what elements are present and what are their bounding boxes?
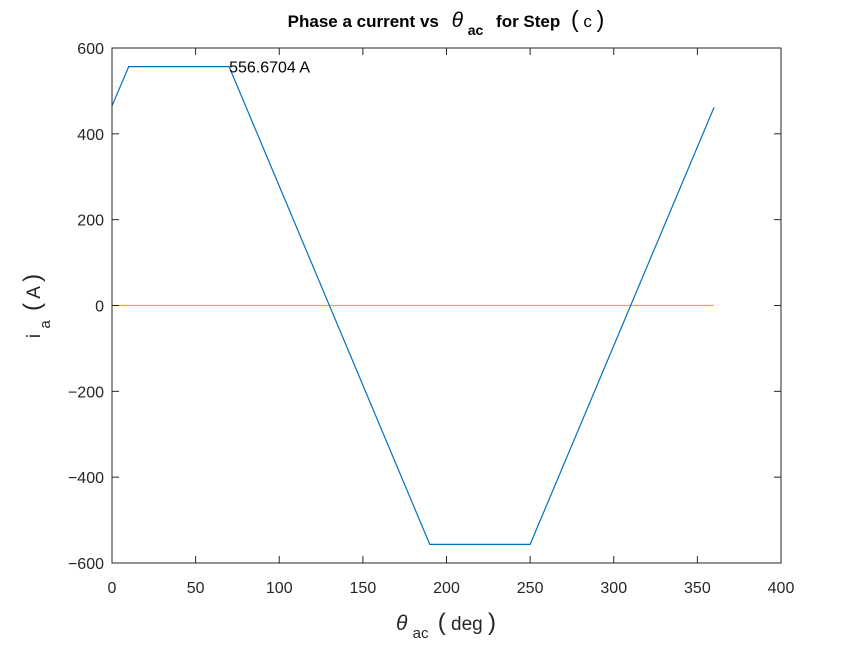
ylabel-paren-close: ) xyxy=(19,274,46,282)
title-theta: θ xyxy=(452,9,464,32)
x-axis-label: θ ac ( deg ) xyxy=(396,609,496,643)
title-paren-text: c xyxy=(583,12,592,31)
title-subscript: ac xyxy=(468,22,484,38)
series-line-0 xyxy=(111,65,715,546)
title-prefix: Phase a current vs xyxy=(288,12,439,31)
xlabel-unit: deg xyxy=(451,614,483,635)
y-tick-label-0: 600 xyxy=(77,41,104,58)
tick-layer: 0 50 100 150 200 250 300 350 400 600 400 200 0 −200 −4… xyxy=(68,41,794,597)
x-tick-label-1: 50 xyxy=(187,580,205,597)
annotation-0: 556.6704 A xyxy=(229,60,310,77)
xlabel-paren-close: ) xyxy=(488,609,496,636)
x-tick-label-5: 250 xyxy=(517,580,544,597)
y-tick-label-5: −400 xyxy=(68,470,104,487)
x-tick-label-7: 350 xyxy=(684,580,711,597)
y-tick-label-1: 400 xyxy=(77,127,104,144)
title-paren-close: ) xyxy=(597,6,605,32)
annotation-layer: 556.6704 A xyxy=(229,60,310,77)
x-tick-label-3: 150 xyxy=(350,580,377,597)
svg-text:Phase a current vs θ: Phase a current vs θ ac for Step ( c ) xyxy=(288,6,605,39)
chart-title: Phase a current vs θ ac for Step ( c ) xyxy=(288,6,605,39)
ylabel-paren-open: ( xyxy=(19,303,46,311)
series-layer xyxy=(111,65,715,546)
xlabel-theta: θ xyxy=(396,612,408,635)
ylabel-unit: A xyxy=(24,286,45,299)
x-tick-label-8: 400 xyxy=(768,580,795,597)
xlabel-paren-open: ( xyxy=(438,609,446,636)
svg-text:i a ( A: i a ( A ) xyxy=(19,274,55,338)
y-axis-label: i a ( A ) xyxy=(19,274,55,338)
ylabel-main: i xyxy=(24,334,45,338)
title-paren-open: ( xyxy=(571,6,579,32)
y-tick-label-6: −600 xyxy=(68,556,104,573)
x-tick-label-2: 100 xyxy=(266,580,293,597)
xlabel-subscript: ac xyxy=(413,625,429,642)
x-tick-label-4: 200 xyxy=(433,580,460,597)
y-tick-label-3: 0 xyxy=(95,299,104,316)
y-tick-label-4: −200 xyxy=(68,384,104,401)
title-suffix: for Step xyxy=(496,12,560,31)
x-tick-label-6: 300 xyxy=(600,580,627,597)
x-tick-label-0: 0 xyxy=(108,580,117,597)
svg-text:θ ac ( deg: θ ac ( deg ) xyxy=(396,609,496,643)
y-tick-label-2: 200 xyxy=(77,213,104,230)
ylabel-subscript: a xyxy=(37,320,54,329)
